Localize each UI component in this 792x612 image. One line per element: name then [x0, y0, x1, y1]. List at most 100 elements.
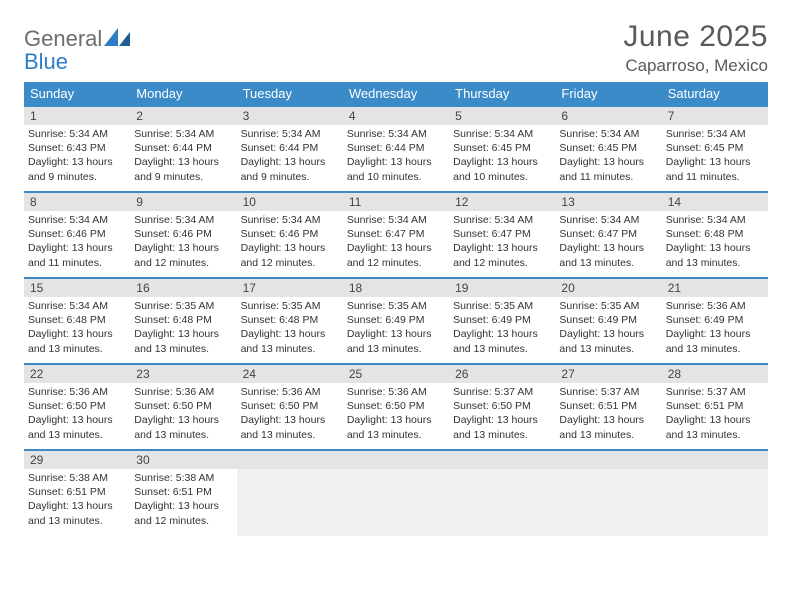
- day-details: Sunrise: 5:37 AMSunset: 6:50 PMDaylight:…: [449, 383, 555, 446]
- calendar-day-cell: [555, 450, 661, 536]
- day-details: Sunrise: 5:35 AMSunset: 6:49 PMDaylight:…: [449, 297, 555, 360]
- sunset-line: Sunset: 6:48 PM: [134, 313, 232, 327]
- sunset-line: Sunset: 6:45 PM: [666, 141, 764, 155]
- day-number-empty: [555, 451, 661, 469]
- daylight-line: Daylight: 13 hours and 9 minutes.: [28, 155, 126, 183]
- daylight-line: Daylight: 13 hours and 12 minutes.: [134, 499, 232, 527]
- day-details: Sunrise: 5:34 AMSunset: 6:48 PMDaylight:…: [24, 297, 130, 360]
- day-number: 18: [343, 279, 449, 297]
- day-details: Sunrise: 5:34 AMSunset: 6:46 PMDaylight:…: [24, 211, 130, 274]
- day-number: 30: [130, 451, 236, 469]
- col-friday: Friday: [555, 82, 661, 106]
- day-number: 20: [555, 279, 661, 297]
- calendar-day-cell: 18Sunrise: 5:35 AMSunset: 6:49 PMDayligh…: [343, 278, 449, 364]
- logo-text-2: Blue: [24, 49, 68, 74]
- day-details: Sunrise: 5:36 AMSunset: 6:50 PMDaylight:…: [24, 383, 130, 446]
- day-number: 16: [130, 279, 236, 297]
- calendar-day-cell: 15Sunrise: 5:34 AMSunset: 6:48 PMDayligh…: [24, 278, 130, 364]
- day-details: Sunrise: 5:35 AMSunset: 6:48 PMDaylight:…: [237, 297, 343, 360]
- calendar-day-cell: [343, 450, 449, 536]
- day-number: 10: [237, 193, 343, 211]
- sunset-line: Sunset: 6:47 PM: [559, 227, 657, 241]
- daylight-line: Daylight: 13 hours and 13 minutes.: [347, 327, 445, 355]
- calendar-day-cell: 20Sunrise: 5:35 AMSunset: 6:49 PMDayligh…: [555, 278, 661, 364]
- calendar-day-cell: 23Sunrise: 5:36 AMSunset: 6:50 PMDayligh…: [130, 364, 236, 450]
- day-number: 4: [343, 107, 449, 125]
- sunrise-line: Sunrise: 5:35 AM: [134, 299, 232, 313]
- calendar-day-cell: 4Sunrise: 5:34 AMSunset: 6:44 PMDaylight…: [343, 106, 449, 192]
- calendar-day-cell: 24Sunrise: 5:36 AMSunset: 6:50 PMDayligh…: [237, 364, 343, 450]
- daylight-line: Daylight: 13 hours and 13 minutes.: [134, 327, 232, 355]
- sunrise-line: Sunrise: 5:34 AM: [134, 127, 232, 141]
- day-details: Sunrise: 5:35 AMSunset: 6:48 PMDaylight:…: [130, 297, 236, 360]
- daylight-line: Daylight: 13 hours and 12 minutes.: [134, 241, 232, 269]
- sunset-line: Sunset: 6:49 PM: [559, 313, 657, 327]
- sunrise-line: Sunrise: 5:36 AM: [666, 299, 764, 313]
- calendar-day-cell: [662, 450, 768, 536]
- sunset-line: Sunset: 6:48 PM: [241, 313, 339, 327]
- day-details: Sunrise: 5:36 AMSunset: 6:50 PMDaylight:…: [343, 383, 449, 446]
- calendar-week-row: 15Sunrise: 5:34 AMSunset: 6:48 PMDayligh…: [24, 278, 768, 364]
- calendar-day-cell: 9Sunrise: 5:34 AMSunset: 6:46 PMDaylight…: [130, 192, 236, 278]
- daylight-line: Daylight: 13 hours and 13 minutes.: [453, 413, 551, 441]
- sunset-line: Sunset: 6:50 PM: [134, 399, 232, 413]
- calendar-day-cell: 13Sunrise: 5:34 AMSunset: 6:47 PMDayligh…: [555, 192, 661, 278]
- calendar-day-cell: 30Sunrise: 5:38 AMSunset: 6:51 PMDayligh…: [130, 450, 236, 536]
- calendar-week-row: 8Sunrise: 5:34 AMSunset: 6:46 PMDaylight…: [24, 192, 768, 278]
- sunrise-line: Sunrise: 5:35 AM: [241, 299, 339, 313]
- col-tuesday: Tuesday: [237, 82, 343, 106]
- sunset-line: Sunset: 6:48 PM: [666, 227, 764, 241]
- daylight-line: Daylight: 13 hours and 11 minutes.: [559, 155, 657, 183]
- daylight-line: Daylight: 13 hours and 12 minutes.: [453, 241, 551, 269]
- title-block: June 2025 Caparroso, Mexico: [623, 20, 768, 76]
- day-number: 17: [237, 279, 343, 297]
- sunrise-line: Sunrise: 5:37 AM: [453, 385, 551, 399]
- calendar-day-cell: 16Sunrise: 5:35 AMSunset: 6:48 PMDayligh…: [130, 278, 236, 364]
- daylight-line: Daylight: 13 hours and 13 minutes.: [241, 327, 339, 355]
- daylight-line: Daylight: 13 hours and 13 minutes.: [559, 241, 657, 269]
- calendar-day-cell: 27Sunrise: 5:37 AMSunset: 6:51 PMDayligh…: [555, 364, 661, 450]
- day-number-empty: [237, 451, 343, 469]
- day-number: 1: [24, 107, 130, 125]
- sunrise-line: Sunrise: 5:34 AM: [559, 127, 657, 141]
- weekday-header-row: Sunday Monday Tuesday Wednesday Thursday…: [24, 82, 768, 106]
- sunrise-line: Sunrise: 5:34 AM: [347, 127, 445, 141]
- calendar-day-cell: 22Sunrise: 5:36 AMSunset: 6:50 PMDayligh…: [24, 364, 130, 450]
- sunrise-line: Sunrise: 5:34 AM: [453, 213, 551, 227]
- calendar-day-cell: 3Sunrise: 5:34 AMSunset: 6:44 PMDaylight…: [237, 106, 343, 192]
- day-number: 9: [130, 193, 236, 211]
- calendar-table: Sunday Monday Tuesday Wednesday Thursday…: [24, 82, 768, 536]
- calendar-day-cell: 26Sunrise: 5:37 AMSunset: 6:50 PMDayligh…: [449, 364, 555, 450]
- sunrise-line: Sunrise: 5:34 AM: [347, 213, 445, 227]
- sunrise-line: Sunrise: 5:34 AM: [666, 127, 764, 141]
- day-number: 24: [237, 365, 343, 383]
- day-details: Sunrise: 5:34 AMSunset: 6:44 PMDaylight:…: [343, 125, 449, 188]
- sunset-line: Sunset: 6:50 PM: [241, 399, 339, 413]
- day-details: Sunrise: 5:34 AMSunset: 6:44 PMDaylight:…: [237, 125, 343, 188]
- sunset-line: Sunset: 6:45 PM: [453, 141, 551, 155]
- day-details: Sunrise: 5:37 AMSunset: 6:51 PMDaylight:…: [662, 383, 768, 446]
- day-number: 25: [343, 365, 449, 383]
- logo: General Blue: [24, 28, 130, 74]
- logo-text-1: General: [24, 26, 102, 51]
- sunset-line: Sunset: 6:47 PM: [453, 227, 551, 241]
- day-number: 19: [449, 279, 555, 297]
- day-details: Sunrise: 5:34 AMSunset: 6:46 PMDaylight:…: [237, 211, 343, 274]
- calendar-week-row: 1Sunrise: 5:34 AMSunset: 6:43 PMDaylight…: [24, 106, 768, 192]
- calendar-day-cell: [449, 450, 555, 536]
- calendar-day-cell: 28Sunrise: 5:37 AMSunset: 6:51 PMDayligh…: [662, 364, 768, 450]
- day-details: Sunrise: 5:34 AMSunset: 6:45 PMDaylight:…: [449, 125, 555, 188]
- sunrise-line: Sunrise: 5:36 AM: [134, 385, 232, 399]
- daylight-line: Daylight: 13 hours and 13 minutes.: [347, 413, 445, 441]
- sunset-line: Sunset: 6:49 PM: [347, 313, 445, 327]
- sunrise-line: Sunrise: 5:37 AM: [559, 385, 657, 399]
- day-number: 22: [24, 365, 130, 383]
- day-number: 28: [662, 365, 768, 383]
- sunset-line: Sunset: 6:49 PM: [453, 313, 551, 327]
- sunrise-line: Sunrise: 5:34 AM: [666, 213, 764, 227]
- sunset-line: Sunset: 6:46 PM: [28, 227, 126, 241]
- day-details: Sunrise: 5:36 AMSunset: 6:49 PMDaylight:…: [662, 297, 768, 360]
- sunrise-line: Sunrise: 5:36 AM: [241, 385, 339, 399]
- daylight-line: Daylight: 13 hours and 13 minutes.: [28, 327, 126, 355]
- day-number: 11: [343, 193, 449, 211]
